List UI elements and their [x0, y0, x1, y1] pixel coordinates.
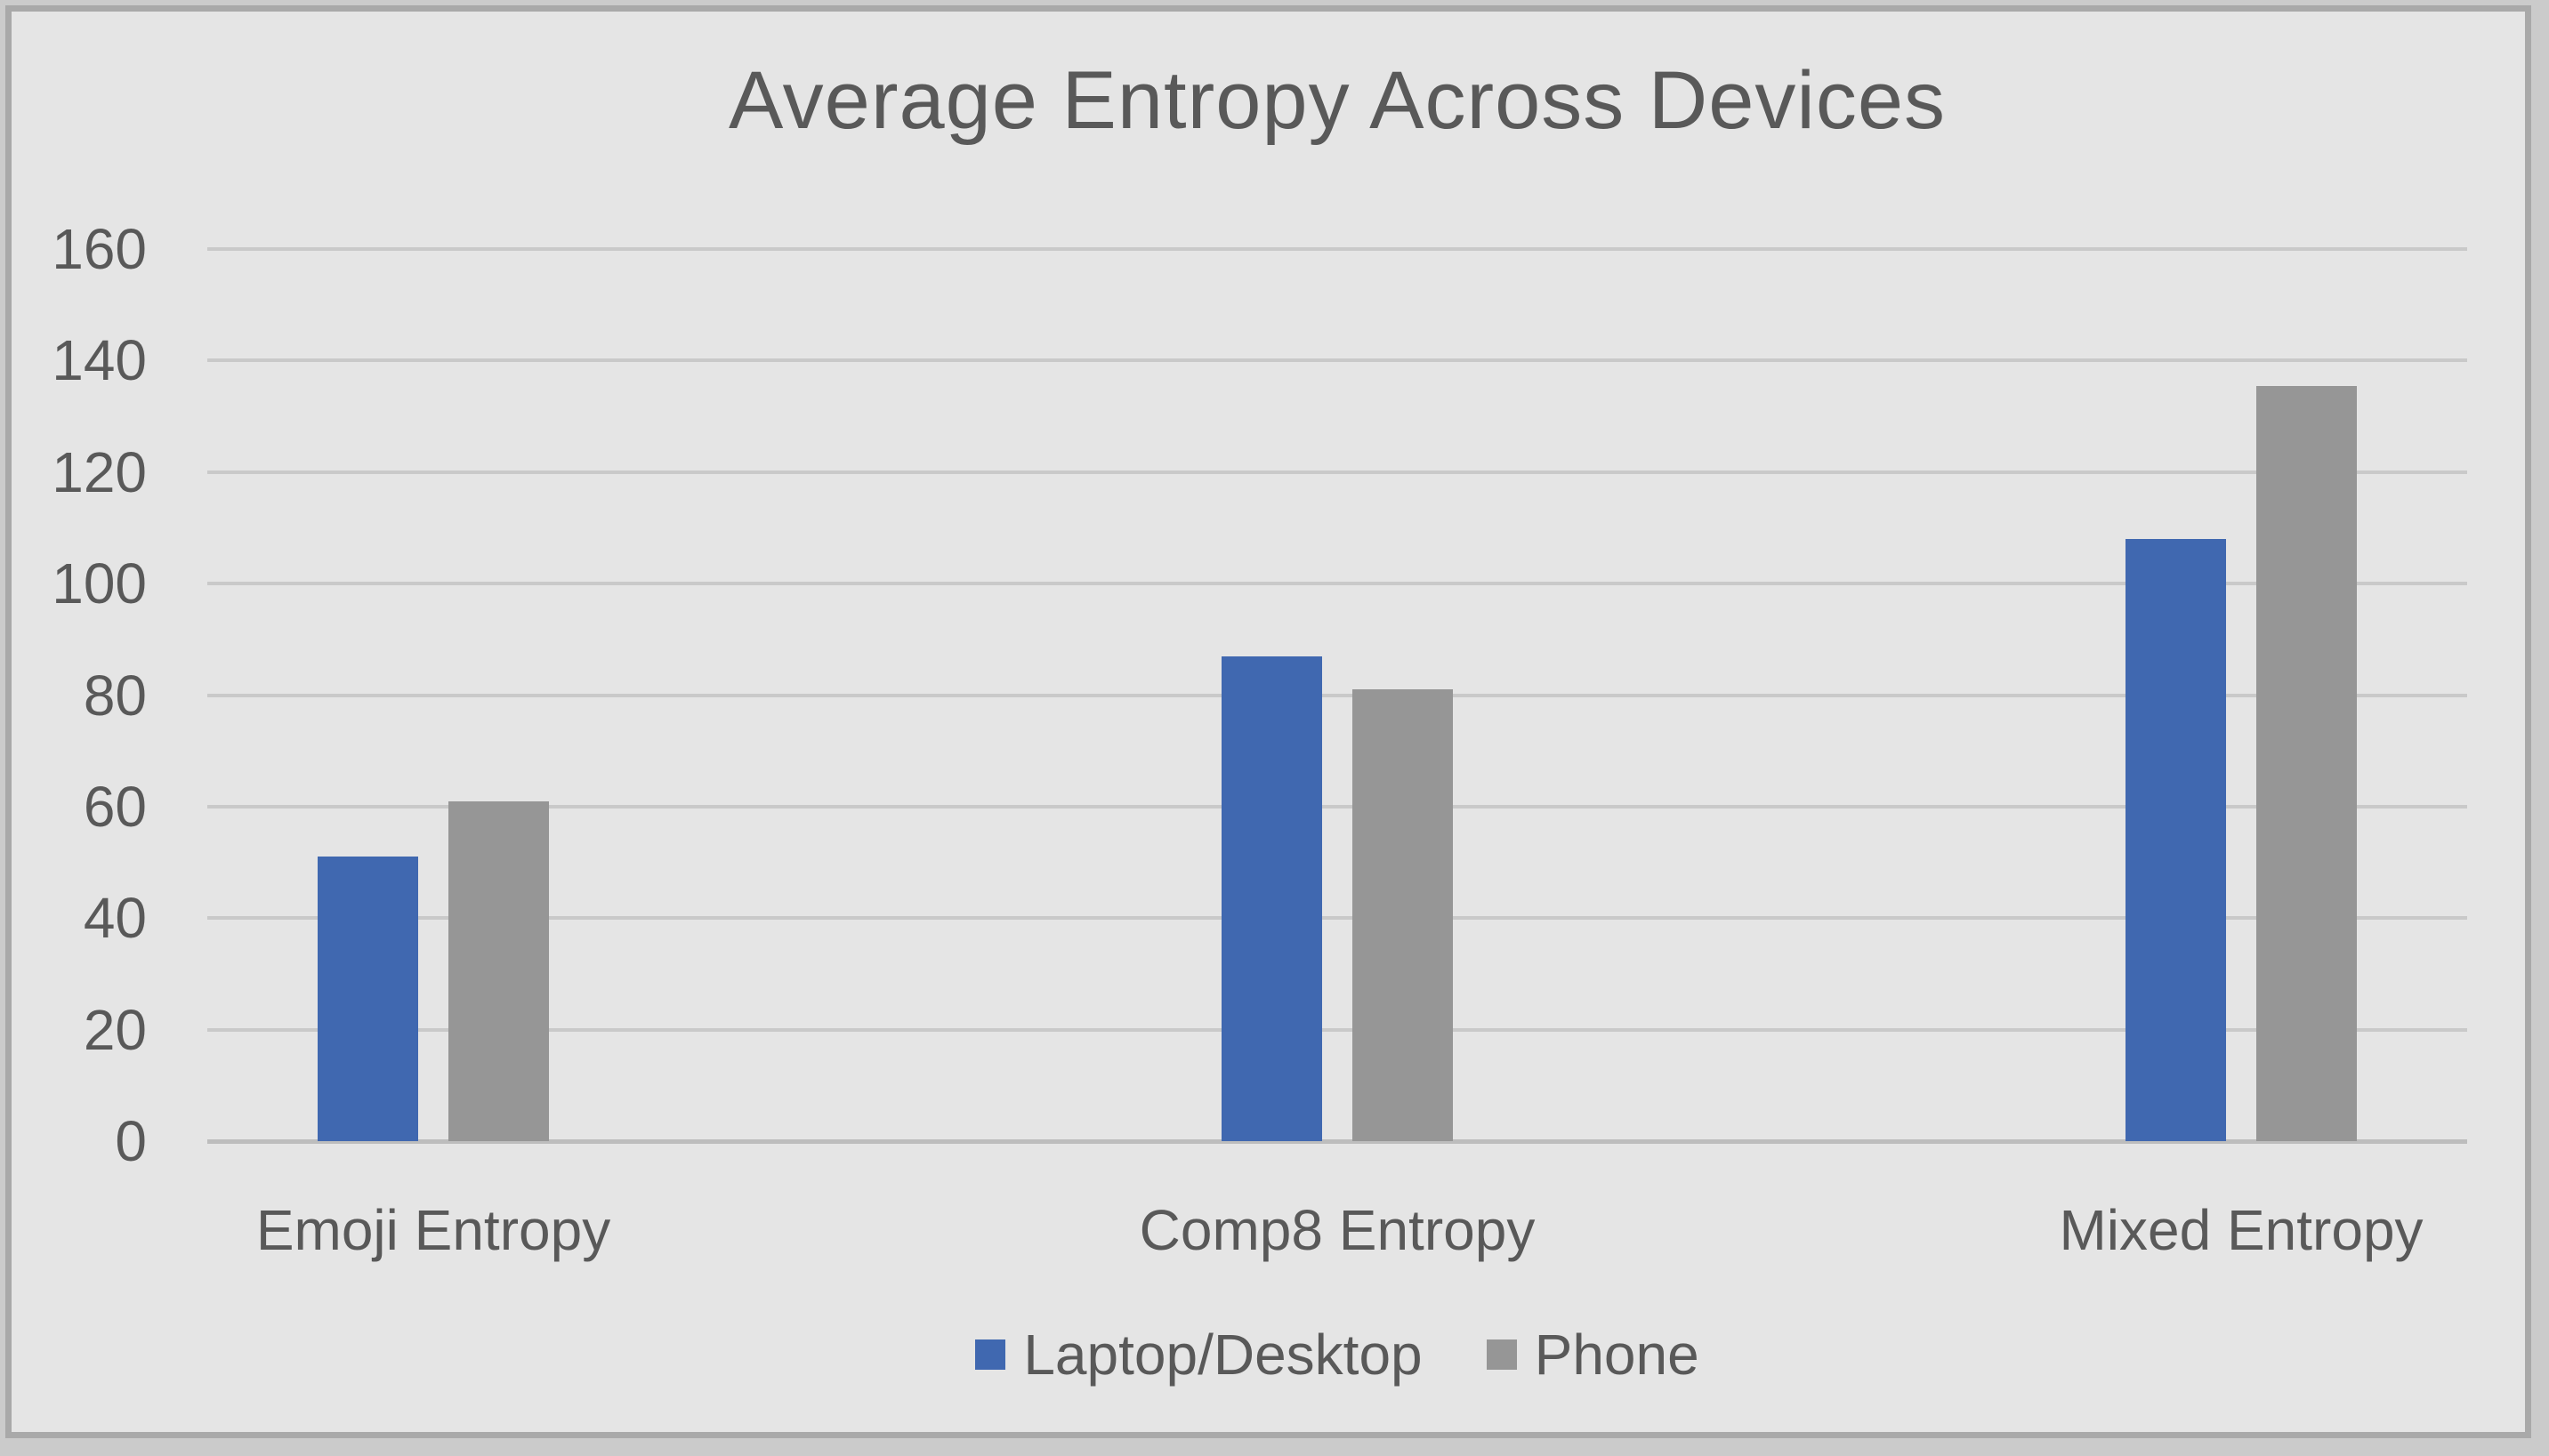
category-label: Mixed Entropy	[2059, 1198, 2424, 1262]
legend-swatch-icon	[975, 1339, 1006, 1370]
y-axis-tick-label: 140	[52, 328, 147, 393]
x-axis: Emoji Entropy Comp8 Entropy Mixed Entropy	[207, 1195, 2467, 1266]
y-axis-tick-label: 60	[83, 774, 147, 839]
y-axis: 0 20 40 60 80 100 120 140 160	[12, 221, 147, 1170]
category-label: Comp8 Entropy	[1139, 1198, 1536, 1262]
gridline	[207, 916, 2467, 921]
bar-phone-3[interactable]	[2256, 385, 2357, 1141]
bar-laptop-desktop-3[interactable]	[2126, 538, 2226, 1141]
legend: Laptop/Desktop Phone	[207, 1326, 2467, 1383]
bar-phone-1[interactable]	[448, 800, 549, 1141]
y-axis-tick-label: 0	[115, 1109, 147, 1173]
plot-area	[207, 247, 2467, 1144]
chart-area: Average Entropy Across Devices 0 20 40 60 80…	[5, 5, 2531, 1438]
legend-item-laptop-desktop[interactable]: Laptop/Desktop	[975, 1323, 1423, 1387]
legend-swatch-icon	[1486, 1339, 1517, 1370]
y-axis-tick-label: 100	[52, 551, 147, 616]
y-axis-tick-label: 120	[52, 439, 147, 504]
chart-title: Average Entropy Across Devices	[728, 55, 1947, 146]
y-axis-tick-label: 20	[83, 997, 147, 1062]
y-axis-tick-label: 160	[52, 217, 147, 281]
gridline	[207, 470, 2467, 474]
bar-laptop-desktop-2[interactable]	[1222, 656, 1322, 1141]
gridline	[207, 693, 2467, 697]
gridline	[207, 582, 2467, 586]
y-axis-tick-label: 80	[83, 663, 147, 728]
legend-label: Phone	[1534, 1323, 1699, 1387]
gridline	[207, 804, 2467, 808]
x-axis-line	[207, 1139, 2467, 1144]
gridline	[207, 1027, 2467, 1032]
y-axis-tick-label: 40	[83, 886, 147, 951]
gridline	[207, 358, 2467, 363]
category-label: Emoji Entropy	[255, 1198, 611, 1262]
bar-laptop-desktop-1[interactable]	[318, 857, 418, 1141]
legend-label: Laptop/Desktop	[1023, 1323, 1423, 1387]
bar-phone-2[interactable]	[1352, 689, 1453, 1141]
gridline	[207, 247, 2467, 251]
legend-item-phone[interactable]: Phone	[1486, 1323, 1699, 1387]
